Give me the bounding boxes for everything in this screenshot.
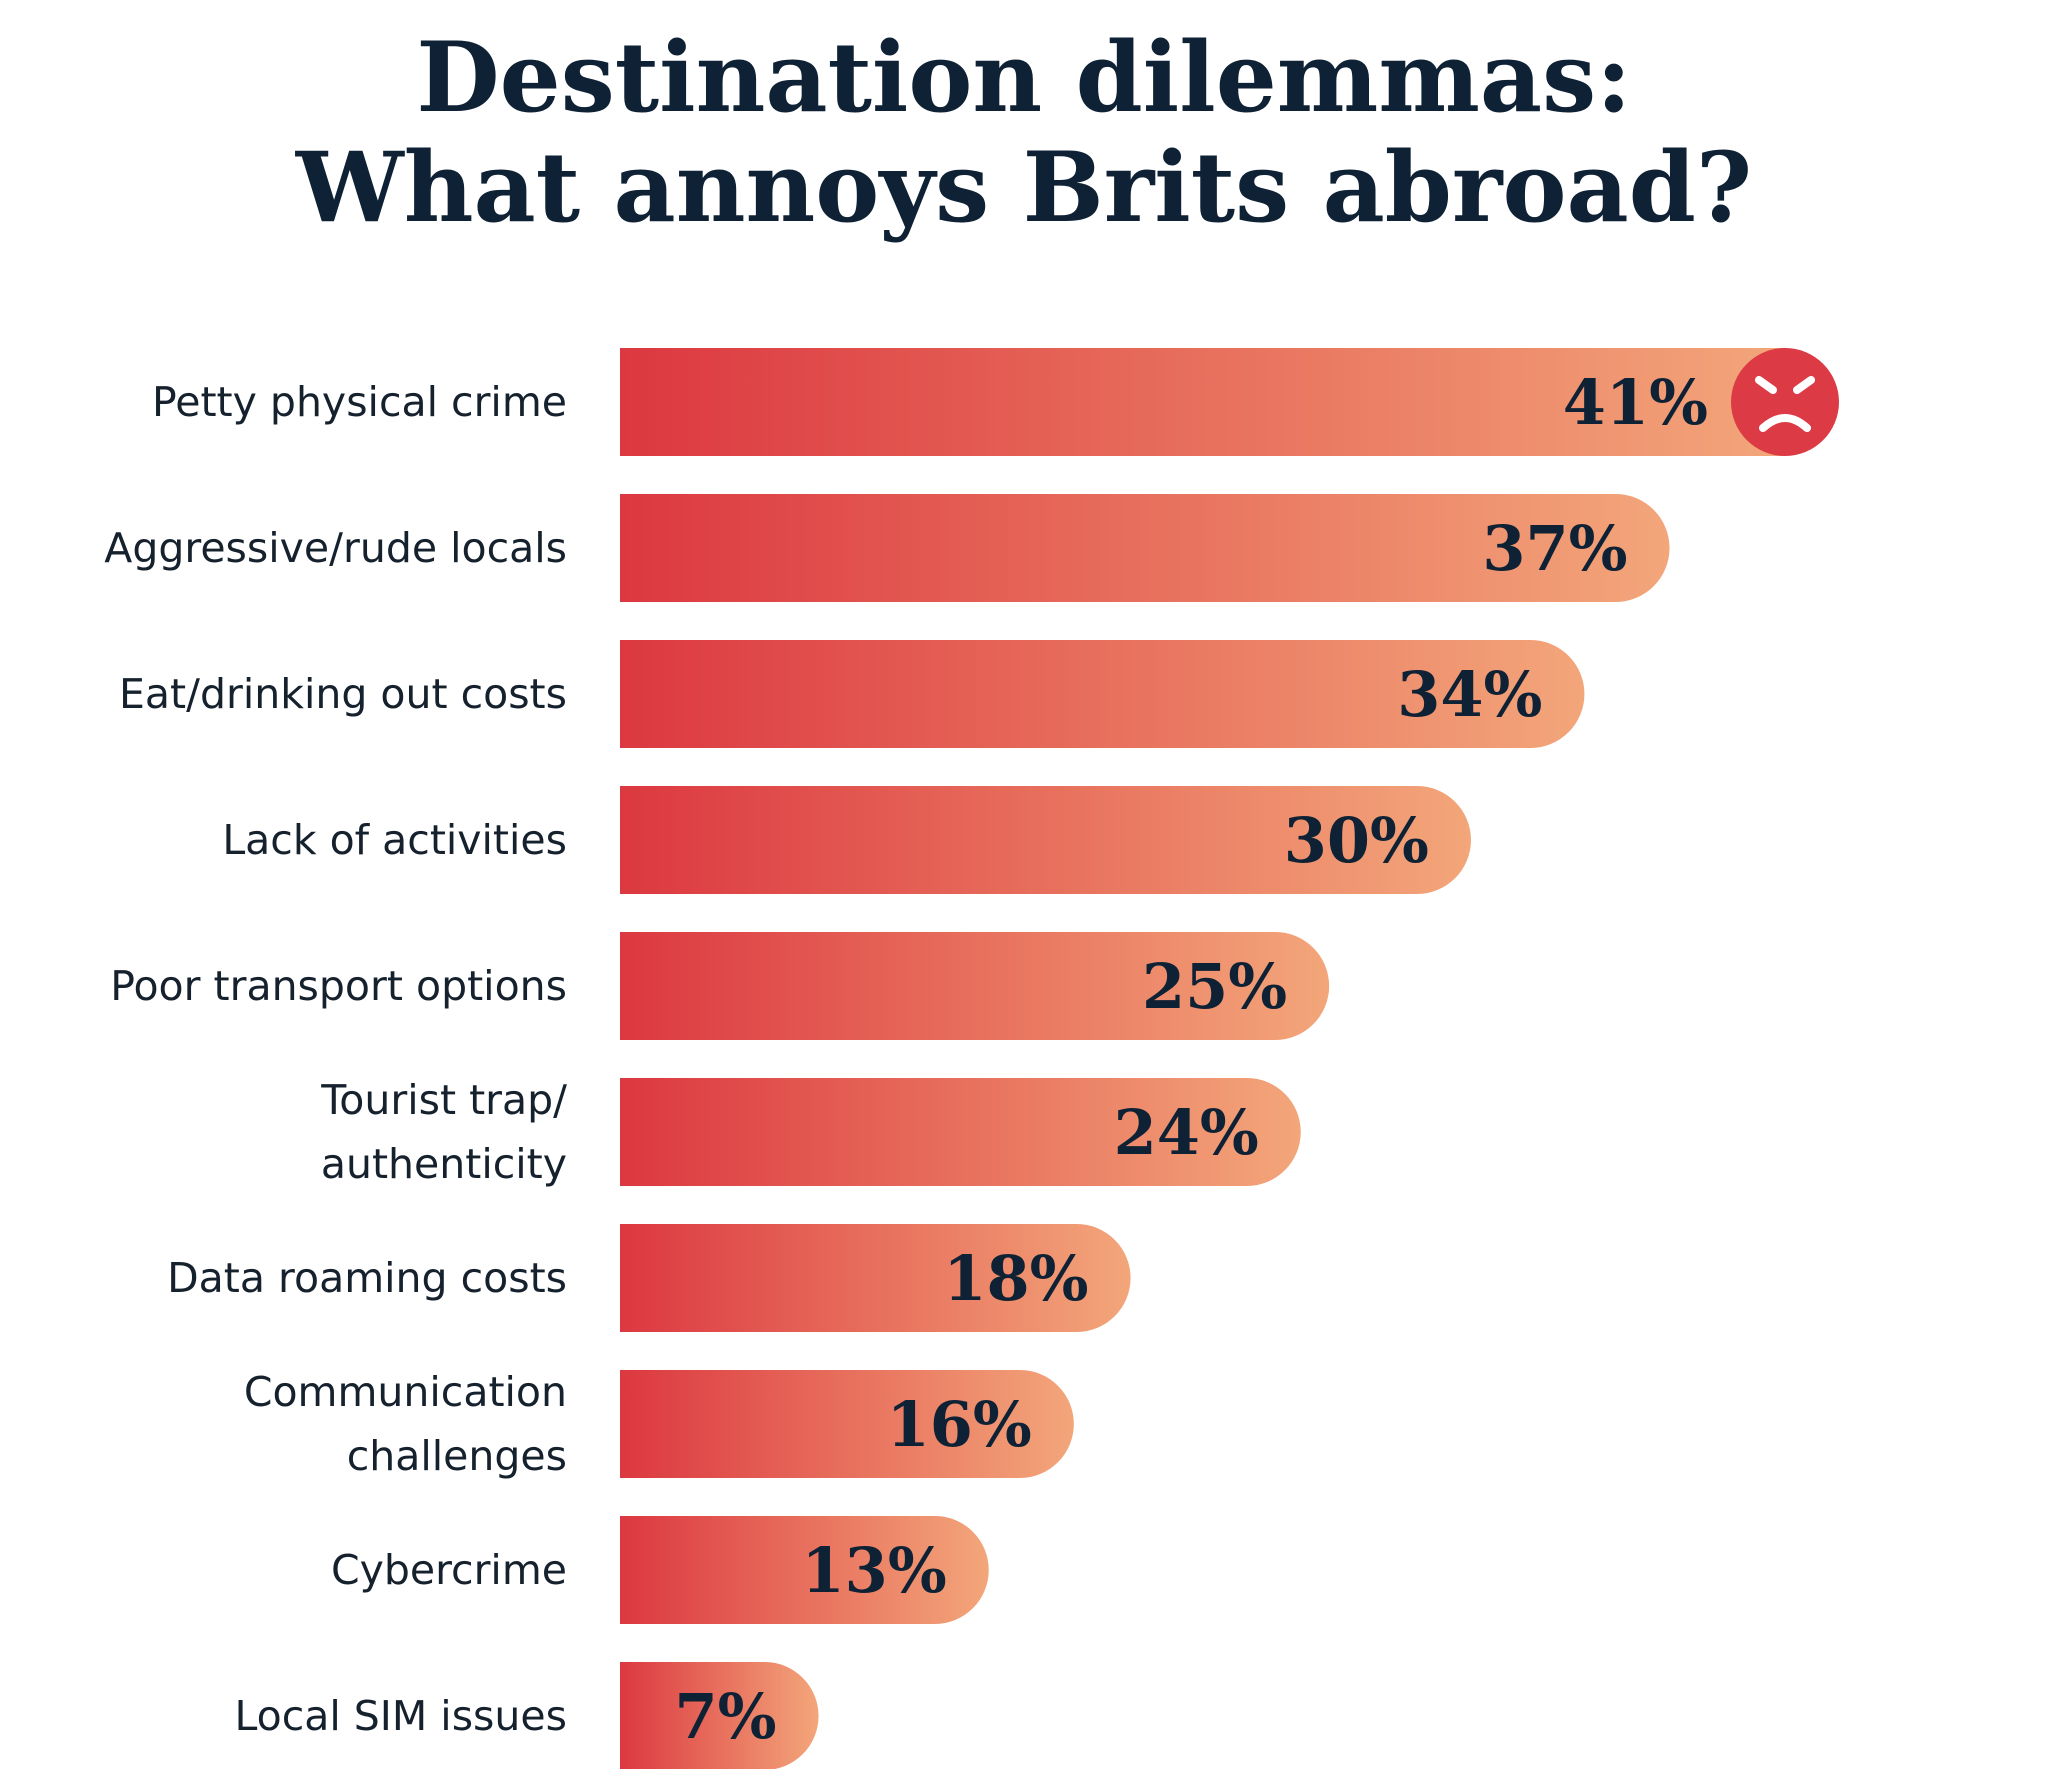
category-label: Local SIM issues <box>234 1692 567 1740</box>
bar <box>620 932 1330 1040</box>
bar-value-label: 41% <box>1563 366 1708 439</box>
bar-value-label: 7% <box>674 1680 776 1753</box>
category-label: Lack of activities <box>222 816 567 864</box>
chart-title-line-2: What annoys Brits abroad? <box>295 131 1753 244</box>
bar-value-label: 30% <box>1284 804 1429 877</box>
bar <box>620 494 1670 602</box>
category-label: Eat/drinking out costs <box>119 670 567 718</box>
bar-group: 41% Petty physical crime <box>152 348 1839 456</box>
bar <box>620 348 1783 456</box>
bar-group: 37% Aggressive/rude locals <box>104 494 1670 602</box>
bar <box>620 1370 1074 1478</box>
bar-group: 13% Cybercrime <box>331 1516 989 1624</box>
bar <box>620 1224 1131 1332</box>
category-label: Aggressive/rude locals <box>104 524 567 572</box>
bar-value-label: 18% <box>943 1242 1088 1315</box>
bar-group: 34% Eat/drinking out costs <box>119 640 1585 748</box>
bar <box>620 1662 819 1769</box>
bar-group: 7% Local SIM issues <box>234 1662 819 1769</box>
bar-value-label: 25% <box>1142 950 1287 1023</box>
bar-value-label: 24% <box>1114 1096 1259 1169</box>
bar-group: 18% Data roaming costs <box>167 1224 1131 1332</box>
category-label: Tourist trap/authenticity <box>320 1076 567 1188</box>
bar <box>620 640 1585 748</box>
category-label: Petty physical crime <box>152 378 567 426</box>
bar <box>620 1516 989 1624</box>
bar-group: 24% Tourist trap/authenticity <box>320 1076 1301 1188</box>
angry-face-icon <box>1731 348 1839 456</box>
bar-group: 16% Communication challenges <box>244 1368 1074 1480</box>
bar-group: 25% Poor transport options <box>110 932 1330 1040</box>
bar-group: 30% Lack of activities <box>222 786 1471 894</box>
bar <box>620 786 1471 894</box>
bar-value-label: 13% <box>802 1534 947 1607</box>
bar <box>620 1078 1301 1186</box>
bar-value-label: 37% <box>1482 512 1627 585</box>
bar-value-label: 16% <box>887 1388 1032 1461</box>
category-label: Poor transport options <box>110 962 567 1010</box>
bar-value-label: 34% <box>1397 658 1542 731</box>
category-label: Communication challenges <box>244 1368 567 1480</box>
chart-title-line-1: Destination dilemmas: <box>416 21 1632 134</box>
category-label: Data roaming costs <box>167 1254 567 1302</box>
category-label: Cybercrime <box>331 1546 567 1594</box>
